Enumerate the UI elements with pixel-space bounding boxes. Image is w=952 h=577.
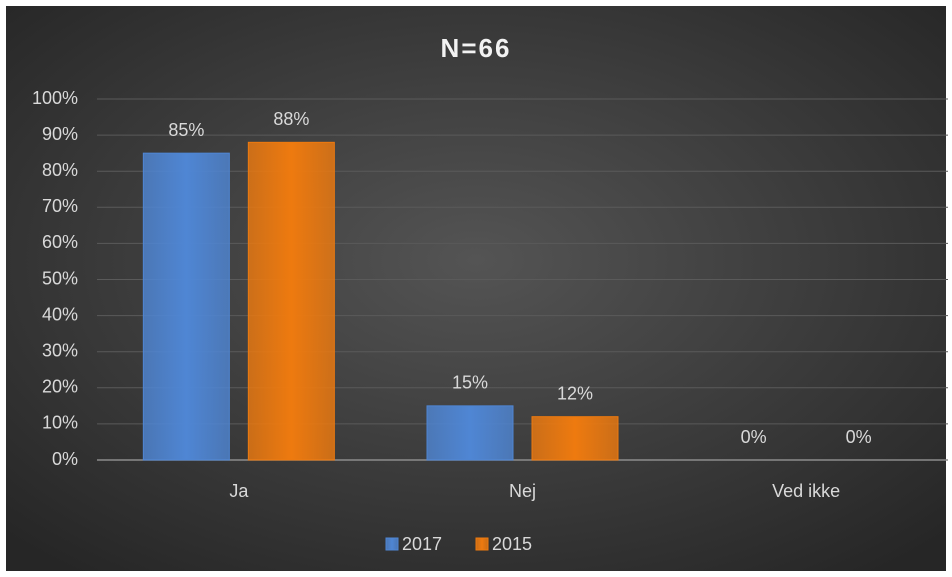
y-tick-label: 60% — [42, 232, 78, 252]
y-tick-label: 20% — [42, 377, 78, 397]
data-label: 85% — [168, 120, 204, 140]
y-tick-label: 0% — [52, 449, 78, 469]
y-tick-label: 50% — [42, 268, 78, 288]
y-tick-label: 70% — [42, 196, 78, 216]
data-label: 12% — [557, 383, 593, 403]
bar — [426, 405, 514, 461]
bar — [247, 141, 335, 461]
x-tick-label: Nej — [509, 481, 536, 501]
legend-label: 2017 — [402, 534, 442, 554]
legend-swatch — [385, 537, 399, 551]
y-tick-label: 100% — [32, 88, 78, 108]
y-tick-label: 40% — [42, 304, 78, 324]
legend-label: 2015 — [492, 534, 532, 554]
data-label: 15% — [452, 373, 488, 393]
data-label: 0% — [846, 427, 872, 447]
data-label: 88% — [273, 109, 309, 129]
x-tick-label: Ved ikke — [772, 481, 840, 501]
y-tick-label: 10% — [42, 413, 78, 433]
chart-title: N=66 — [441, 33, 512, 63]
y-tick-label: 30% — [42, 340, 78, 360]
legend-swatch — [475, 537, 489, 551]
data-label: 0% — [741, 427, 767, 447]
x-tick-label: Ja — [229, 481, 249, 501]
bar — [142, 152, 230, 461]
y-tick-label: 90% — [42, 124, 78, 144]
y-tick-label: 80% — [42, 160, 78, 180]
bar — [531, 416, 619, 461]
